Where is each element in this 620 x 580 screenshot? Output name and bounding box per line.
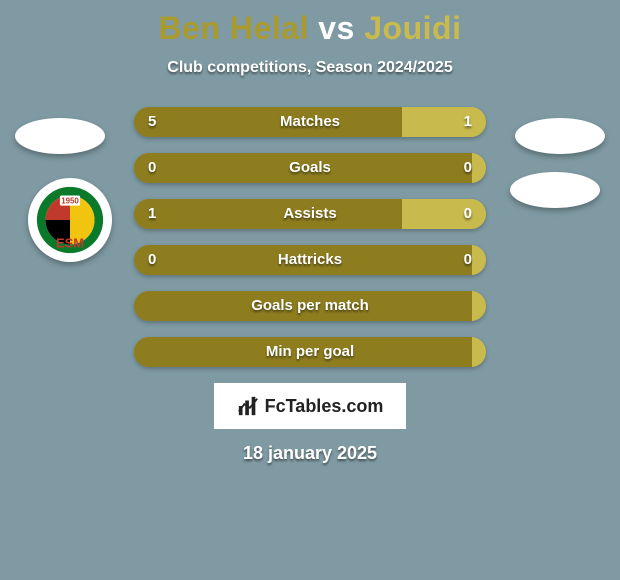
- stat-label: Min per goal: [134, 337, 486, 367]
- player1-name: Ben Helal: [159, 10, 309, 46]
- stat-value-left: 0: [148, 245, 156, 275]
- player2-avatar-placeholder: [515, 118, 605, 154]
- stat-value-right: 0: [464, 245, 472, 275]
- stat-label: Matches: [134, 107, 486, 137]
- subtitle: Club competitions, Season 2024/2025: [0, 59, 620, 77]
- stat-label: Goals per match: [134, 291, 486, 321]
- stat-label: Goals: [134, 153, 486, 183]
- watermark: FcTables.com: [214, 383, 406, 429]
- stat-value-left: 0: [148, 153, 156, 183]
- stat-value-left: 5: [148, 107, 156, 137]
- stat-bar: Hattricks0 0: [134, 245, 486, 275]
- chart-icon: [237, 395, 259, 417]
- club-badge-icon: 1950 ESM: [34, 184, 106, 256]
- stat-value-right: 0: [464, 199, 472, 229]
- date-label: 18 january 2025: [0, 443, 620, 464]
- stat-value-right: 0: [464, 153, 472, 183]
- player1-club-badge: 1950 ESM: [28, 178, 112, 262]
- player2-club-placeholder: [510, 172, 600, 208]
- stat-bar: Min per goal: [134, 337, 486, 367]
- player1-avatar-placeholder: [15, 118, 105, 154]
- vs-label: vs: [318, 10, 355, 46]
- stat-value-left: 1: [148, 199, 156, 229]
- watermark-text: FcTables.com: [265, 396, 384, 417]
- svg-text:1950: 1950: [61, 196, 79, 205]
- svg-text:ESM: ESM: [56, 235, 84, 250]
- stat-bar: Goals0 0: [134, 153, 486, 183]
- stat-bar: Matches5 1: [134, 107, 486, 137]
- stat-label: Assists: [134, 199, 486, 229]
- stat-label: Hattricks: [134, 245, 486, 275]
- player2-name: Jouidi: [364, 10, 461, 46]
- stat-bar: Goals per match: [134, 291, 486, 321]
- stat-bar: Assists1 0: [134, 199, 486, 229]
- page-title: Ben Helal vs Jouidi: [0, 10, 620, 47]
- comparison-card: Ben Helal vs Jouidi Club competitions, S…: [0, 0, 620, 580]
- comparison-bars: Matches51Goals00Assists10Hattricks00Goal…: [134, 107, 486, 367]
- stat-value-right: 1: [464, 107, 472, 137]
